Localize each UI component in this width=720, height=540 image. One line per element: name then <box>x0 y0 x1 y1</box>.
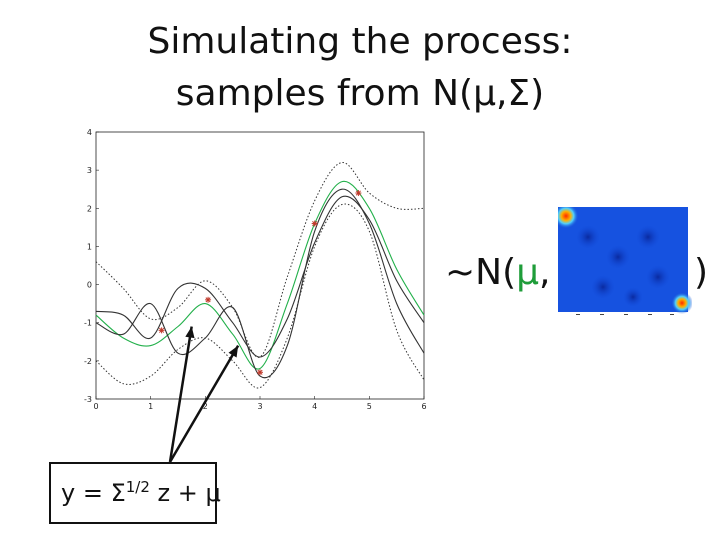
covariance-matrix-image <box>558 207 692 315</box>
x-tick-label-0: 0 <box>93 402 98 411</box>
y-tick-label-3: 0 <box>87 281 92 290</box>
x-tick-label-1: 1 <box>148 402 153 411</box>
covariance-hotspot-bottom-right <box>671 292 692 314</box>
equation-text: y = Σ1/2 z + μ <box>61 478 221 507</box>
sample-line-1 <box>95 195 425 358</box>
x-tick-label-4: 4 <box>312 402 317 411</box>
y-tick-label-5: 2 <box>87 204 92 213</box>
slide-title-line-1: Simulating the process: <box>147 21 573 62</box>
x-tick-label-6: 6 <box>421 402 426 411</box>
covariance-matrix-blobs <box>576 225 670 307</box>
bound-line-3 <box>95 162 425 358</box>
x-tick-label-2: 2 <box>203 402 208 411</box>
covariance-matrix-ticks <box>576 314 674 315</box>
observation-point-4 <box>355 190 362 197</box>
equation-lhs: y = Σ <box>61 479 126 507</box>
observation-point-0 <box>158 327 165 334</box>
distribution-close-paren: ) <box>694 252 709 293</box>
plot-frame <box>95 131 425 400</box>
slide-title-line-2: samples from N(μ,Σ) <box>175 73 545 114</box>
gp-samples-plot: 0 1 2 3 4 5 6 -3 -2 -1 0 1 2 3 4 <box>84 128 427 411</box>
distribution-mu: μ <box>516 252 540 293</box>
y-tick-label-0: -3 <box>84 395 92 404</box>
x-tick-label-3: 3 <box>257 402 262 411</box>
equation-exponent: 1/2 <box>125 478 150 496</box>
y-tick-label-6: 3 <box>87 166 92 175</box>
observation-point-1 <box>205 296 212 303</box>
y-tick-label-4: 1 <box>87 242 92 251</box>
distribution-label: ~N(μ, <box>445 252 551 293</box>
equation-rhs: z + μ <box>149 479 221 507</box>
y-tick-label-2: -1 <box>84 319 92 328</box>
observation-point-2 <box>257 369 263 376</box>
sample-line-2 <box>95 188 425 379</box>
y-tick-label-7: 4 <box>87 128 92 137</box>
mean-line-0 <box>95 180 425 370</box>
x-tick-label-5: 5 <box>367 402 372 411</box>
observation-point-3 <box>311 220 318 227</box>
y-tick-label-1: -2 <box>84 357 92 366</box>
equation-box: y = Σ1/2 z + μ <box>49 462 221 524</box>
distribution-comma: , <box>539 252 551 293</box>
covariance-hotspot-top-left <box>558 207 579 229</box>
distribution-prefix: ~N( <box>445 252 517 293</box>
